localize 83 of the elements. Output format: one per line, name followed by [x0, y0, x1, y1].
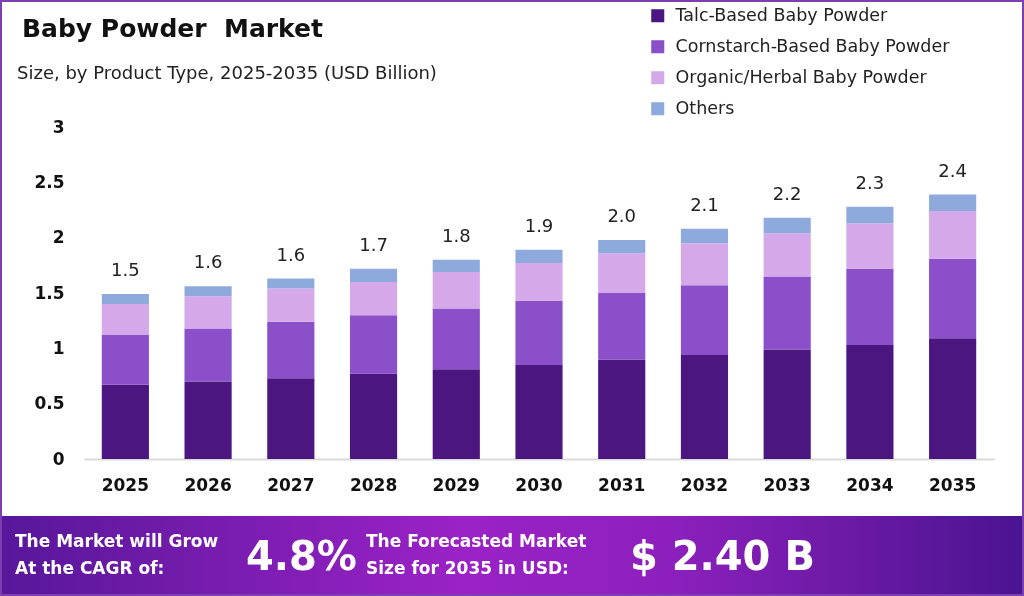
legend-label: Organic/Herbal Baby Powder — [675, 66, 928, 87]
bar — [267, 321, 315, 379]
total-label: 1.7 — [359, 233, 388, 255]
bar — [515, 263, 563, 301]
y-tick-label: 1 — [52, 337, 65, 358]
x-tick-label: 2030 — [515, 474, 563, 495]
total-label: 2.4 — [938, 159, 967, 181]
bar — [515, 300, 563, 365]
total-label: 1.6 — [276, 243, 306, 265]
bar — [101, 304, 149, 336]
bar — [929, 338, 977, 459]
bar — [515, 249, 563, 264]
bar — [846, 223, 894, 269]
y-tick-label: 0.5 — [34, 393, 65, 414]
total-label: 2.1 — [690, 193, 719, 215]
total-label: 1.8 — [441, 224, 471, 246]
x-tick-label: 2034 — [846, 474, 894, 495]
bar — [184, 328, 232, 382]
x-tick-label: 2035 — [928, 474, 977, 495]
total-label: 2.2 — [772, 182, 802, 204]
bar — [680, 228, 729, 244]
bar — [929, 194, 977, 212]
bar — [349, 315, 398, 374]
text: The Forecasted Market Size for 2035 in USD: — [366, 530, 588, 580]
bar — [349, 373, 398, 459]
bar — [267, 288, 315, 322]
chart-title: Baby Powder Market — [22, 14, 323, 43]
legend-label: Cornstarch-Based Baby Powder — [675, 35, 951, 56]
x-tick-label: 2033 — [763, 474, 811, 495]
bar — [763, 233, 811, 277]
bar — [680, 243, 729, 286]
y-tick-label: 0 — [52, 448, 65, 469]
bar — [680, 354, 729, 459]
y-tick-label: 3 — [52, 116, 65, 137]
total-label: 2.0 — [607, 204, 637, 226]
bar — [598, 293, 646, 360]
bar — [846, 206, 894, 224]
bar — [598, 359, 646, 459]
bar — [929, 211, 977, 259]
text: The Market will Grow At the CAGR of: — [15, 530, 220, 580]
bar — [349, 268, 398, 282]
bar — [432, 308, 480, 370]
chart-subtitle: Size, by Product Type, 2025-2035 (USD Billion) — [17, 62, 437, 83]
bar — [432, 271, 480, 309]
x-tick-label: 2031 — [598, 474, 646, 495]
bar — [267, 378, 315, 459]
y-tick-label: 1.5 — [34, 282, 65, 303]
bar — [846, 345, 894, 459]
legend-label: Talc-Based Baby Powder — [674, 4, 889, 25]
bar — [763, 349, 811, 459]
bar — [184, 286, 232, 297]
bar — [929, 258, 977, 339]
bar — [184, 296, 232, 329]
text: 4.8% — [246, 532, 357, 580]
x-tick-label: 2027 — [267, 474, 315, 495]
bar — [184, 381, 232, 459]
x-tick-label: 2026 — [184, 474, 232, 495]
y-tick-label: 2 — [52, 227, 65, 248]
bar — [101, 294, 149, 305]
bar — [680, 285, 729, 355]
legend-label: Others — [675, 97, 735, 118]
bar — [432, 369, 480, 459]
x-tick-label: 2032 — [680, 474, 729, 495]
bar — [349, 281, 398, 316]
bar — [763, 276, 811, 350]
bar — [432, 259, 480, 272]
bar — [598, 253, 646, 293]
x-tick-label: 2029 — [432, 474, 480, 495]
bar — [763, 217, 811, 234]
bar — [101, 384, 149, 459]
y-tick-label: 2.5 — [34, 171, 65, 192]
text: $ 2.40 B — [630, 532, 815, 580]
total-label: 1.9 — [524, 214, 554, 236]
total-label: 1.6 — [193, 251, 223, 273]
bar — [101, 335, 149, 385]
bar — [267, 278, 315, 289]
total-label: 1.5 — [111, 259, 140, 281]
x-tick-label: 2028 — [349, 474, 398, 495]
bar — [598, 239, 646, 254]
bar — [515, 364, 563, 459]
total-label: 2.3 — [855, 171, 885, 193]
bar — [846, 268, 894, 346]
x-tick-label: 2025 — [101, 474, 150, 495]
